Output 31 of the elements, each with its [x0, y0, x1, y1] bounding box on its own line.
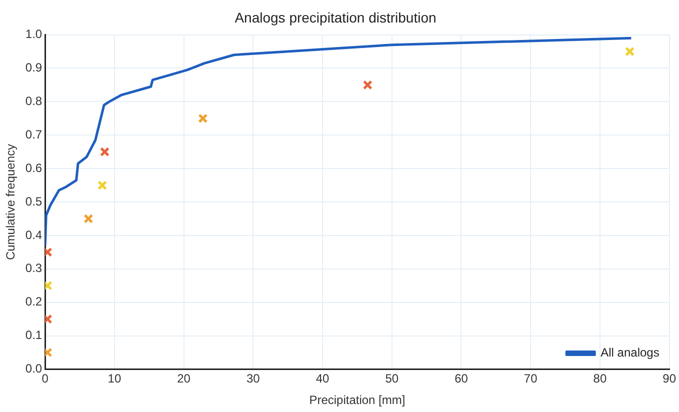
x-tick-label: 90 — [662, 372, 676, 386]
x-tick-label: 40 — [316, 372, 330, 386]
point — [98, 180, 108, 190]
y-tick-label: 0.7 — [25, 127, 42, 142]
x-tick-label: 10 — [108, 372, 122, 386]
point — [625, 46, 635, 56]
y-tick-label: 0.8 — [25, 94, 42, 108]
point — [84, 214, 94, 224]
y-axis-title: Cumulative frequency — [4, 144, 18, 260]
y-tick-label: 0.9 — [25, 60, 42, 75]
x-tick-label: 70 — [524, 372, 538, 386]
point — [362, 80, 372, 90]
x-tick-label: 30 — [246, 372, 260, 386]
y-tick-label: 0.6 — [25, 160, 42, 175]
point — [100, 147, 110, 157]
y-tick-label: 0.5 — [25, 194, 42, 208]
x-tick-label: 0 — [42, 372, 49, 386]
y-tick-label: 0.2 — [25, 294, 42, 309]
y-tick-label: 0.0 — [25, 362, 42, 376]
point — [198, 114, 208, 124]
y-tick-label: 0.4 — [25, 228, 42, 242]
y-tick-label: 0.1 — [25, 328, 42, 342]
x-axis-title: Precipitation [mm] — [309, 393, 406, 408]
x-tick-label: 50 — [385, 372, 399, 386]
x-tick-label: 80 — [593, 372, 607, 386]
x-tick-label: 20 — [177, 372, 191, 386]
y-tick-label: 0.3 — [25, 261, 42, 276]
legend-label: All analogs — [600, 346, 660, 360]
y-tick-label: 1.0 — [25, 27, 42, 42]
x-tick-label: 60 — [454, 372, 468, 386]
chart-title: Analogs precipitation distribution — [234, 9, 436, 26]
